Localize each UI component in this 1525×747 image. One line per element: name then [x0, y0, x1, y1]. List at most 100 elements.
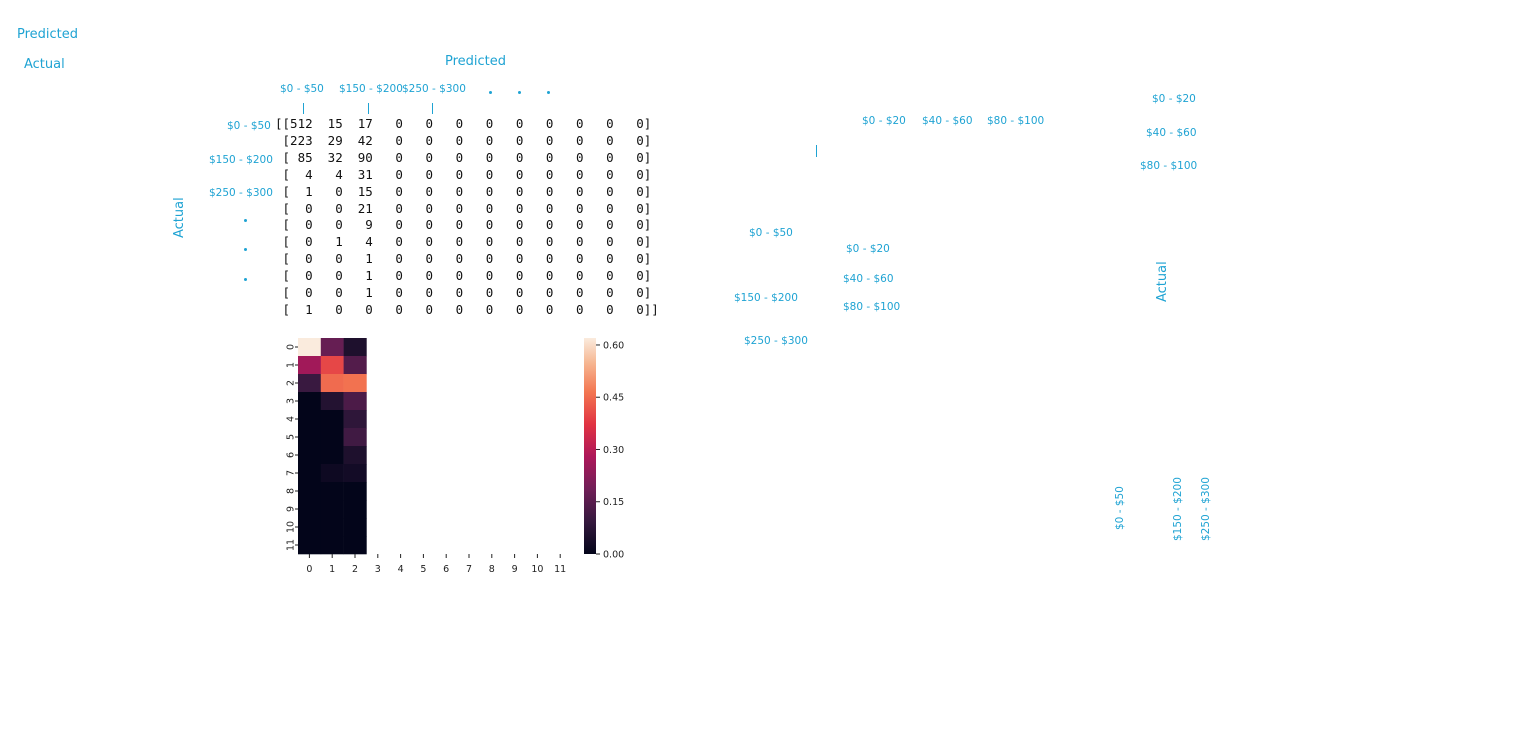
- bottom-right-label-250-300: $250 - $300: [1200, 477, 1212, 541]
- far-right-label-0-20: $0 - $20: [1152, 93, 1196, 105]
- y-tick-label: 8: [286, 488, 297, 494]
- x-tick-label: 1: [329, 564, 335, 575]
- heatmap-cell: [298, 392, 322, 411]
- heatmap-cell: [343, 356, 367, 375]
- matrix-row: [ 0 0 21 0 0 0 0 0 0 0 0 0]: [275, 200, 652, 216]
- x-tick-label: 3: [375, 564, 381, 575]
- col-ellipsis-dot-2: [518, 91, 521, 94]
- heatmap-cell: [343, 518, 367, 537]
- heatmap-cell: [320, 338, 344, 357]
- x-tick-label: 0: [306, 564, 312, 575]
- heatmap-cell: [343, 536, 367, 555]
- heatmap-cell: [320, 464, 344, 483]
- heatmap-cell: [298, 482, 322, 501]
- top-right-label-80-100: $80 - $100: [987, 115, 1045, 127]
- heatmap-cell: [343, 392, 367, 411]
- heatmap-cell: [343, 464, 367, 483]
- colorbar-tick-label: 0.15: [603, 497, 624, 508]
- matrix-row: [ 1 0 0 0 0 0 0 0 0 0 0 0]]: [275, 301, 659, 317]
- heatmap-cell: [320, 446, 344, 465]
- row-label-250-300: $250 - $300: [209, 187, 273, 199]
- y-tick-label: 5: [286, 434, 297, 440]
- mid-label-250-300: $250 - $300: [744, 335, 808, 347]
- col-tick-1: [303, 103, 304, 114]
- mid-label-40-60: $40 - $60: [843, 273, 894, 285]
- y-tick-label: 4: [286, 416, 297, 422]
- far-right-label-80-100: $80 - $100: [1140, 160, 1198, 172]
- heatmap-cell: [320, 410, 344, 429]
- x-tick-label: 9: [512, 564, 518, 575]
- heatmap-cell: [343, 500, 367, 519]
- row-label-0-50: $0 - $50: [227, 120, 271, 132]
- heatmap-cell: [298, 464, 322, 483]
- heatmap-cell: [320, 500, 344, 519]
- colorbar-tick-label: 0.00: [603, 550, 624, 561]
- heatmap-cell: [320, 518, 344, 537]
- heatmap-cell: [343, 374, 367, 393]
- y-tick-label: 9: [286, 506, 297, 512]
- matrix-row: [[512 15 17 0 0 0 0 0 0 0 0 0]: [275, 116, 652, 131]
- x-tick-label: 5: [420, 564, 426, 575]
- row-ellipsis-dot-2: [244, 248, 247, 251]
- col-tick-2: [368, 103, 369, 114]
- col-label-150-200: $150 - $200: [339, 83, 403, 95]
- y-tick-label: 11: [286, 539, 297, 551]
- colorbar-tick-label: 0.60: [603, 340, 624, 351]
- heatmap-cell: [298, 518, 322, 537]
- heatmap-cell: [320, 482, 344, 501]
- col-label-0-50: $0 - $50: [280, 83, 324, 95]
- mid-label-150-200: $150 - $200: [734, 292, 798, 304]
- heatmap-cell: [343, 410, 367, 429]
- top-right-label-40-60: $40 - $60: [922, 115, 973, 127]
- x-tick-label: 2: [352, 564, 358, 575]
- matrix-row: [ 4 4 31 0 0 0 0 0 0 0 0 0]: [275, 166, 652, 182]
- x-tick-label: 11: [554, 564, 566, 575]
- row-ellipsis-dot-3: [244, 278, 247, 281]
- heatmap-cell: [298, 374, 322, 393]
- heatmap-cell: [298, 446, 322, 465]
- col-ellipsis-dot-1: [489, 91, 492, 94]
- heatmap-cell: [343, 446, 367, 465]
- matrix-row: [223 29 42 0 0 0 0 0 0 0 0 0]: [275, 132, 652, 148]
- matrix-row: [ 0 0 1 0 0 0 0 0 0 0 0 0]: [275, 268, 652, 284]
- x-tick-label: 6: [443, 564, 449, 575]
- colorbar-tick-label: 0.45: [603, 393, 624, 404]
- predicted-label-topleft: Predicted: [17, 27, 79, 42]
- colorbar: [584, 338, 596, 554]
- y-tick-label: 0: [286, 344, 297, 350]
- heatmap-cell: [298, 536, 322, 555]
- heatmap-cell: [343, 482, 367, 501]
- far-right-label-40-60: $40 - $60: [1146, 127, 1197, 139]
- heatmap-cell: [320, 374, 344, 393]
- colorbar-tick-label: 0.30: [603, 445, 624, 456]
- actual-label-right: Actual: [1155, 261, 1170, 302]
- confusion-heatmap: 0 1 2 3 4 5 6 7 8 9 10 11 0 1 2 3 4 5 6 7 8 9 10 11 0.00 0.15 0.30…: [286, 338, 624, 575]
- matrix-row: [ 0 0 1 0 0 0 0 0 0 0 0 0]: [275, 285, 652, 301]
- row-label-150-200: $150 - $200: [209, 154, 273, 166]
- heatmap-cell: [298, 428, 322, 447]
- matrix-row: [ 1 0 15 0 0 0 0 0 0 0 0 0]: [275, 183, 652, 199]
- col-tick-3: [432, 103, 433, 114]
- matrix-row: [ 85 32 90 0 0 0 0 0 0 0 0 0]: [275, 149, 652, 165]
- heatmap-cell: [298, 500, 322, 519]
- x-tick-label: 7: [466, 564, 472, 575]
- heatmap-cell: [320, 356, 344, 375]
- heatmap-cell: [320, 428, 344, 447]
- bottom-right-label-0-50: $0 - $50: [1114, 486, 1126, 530]
- y-tick-label: 3: [286, 398, 297, 404]
- matrix-row: [ 0 0 9 0 0 0 0 0 0 0 0 0]: [275, 217, 652, 233]
- col-label-250-300: $250 - $300: [402, 83, 466, 95]
- actual-label-topleft: Actual: [24, 57, 65, 72]
- matrix-row: [ 0 0 1 0 0 0 0 0 0 0 0 0]: [275, 251, 652, 267]
- mid-label-0-20: $0 - $20: [846, 243, 890, 255]
- heatmap-cell: [320, 536, 344, 555]
- matrix-row: [ 0 1 4 0 0 0 0 0 0 0 0 0]: [275, 234, 652, 250]
- row-ellipsis-dot-1: [244, 219, 247, 222]
- heatmap-cell: [298, 410, 322, 429]
- col-ellipsis-dot-3: [547, 91, 550, 94]
- mid-label-0-50: $0 - $50: [749, 227, 793, 239]
- heatmap-cell: [320, 392, 344, 411]
- y-tick-label: 10: [286, 521, 297, 533]
- confusion-matrix-text: [[512 15 17 0 0 0 0 0 0 0 0 0] [223 29 4…: [275, 116, 659, 319]
- x-tick-label: 4: [398, 564, 404, 575]
